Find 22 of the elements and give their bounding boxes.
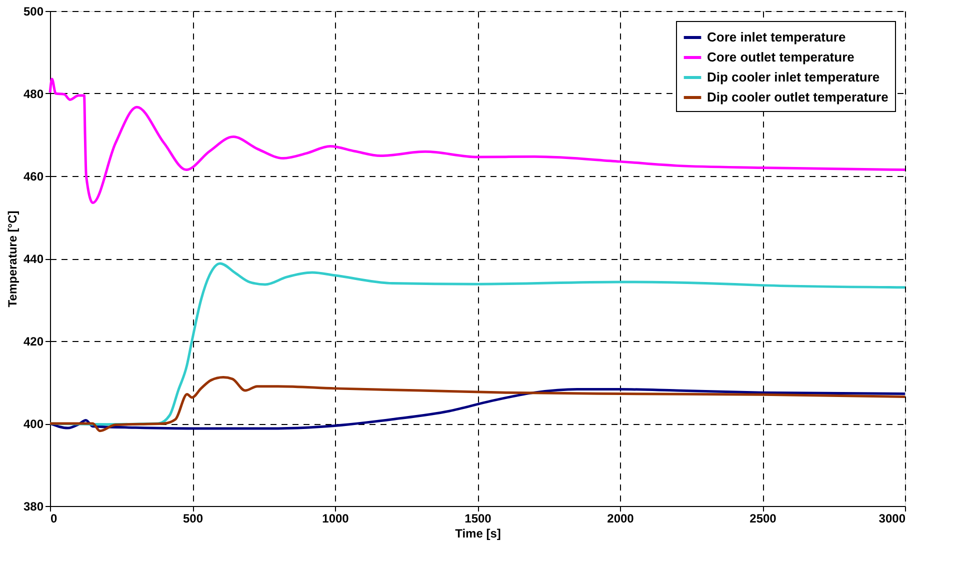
- legend-label: Core inlet temperature: [707, 30, 846, 44]
- line-series: [48, 388, 906, 430]
- y-tick-label: 400: [23, 417, 44, 431]
- y-tick-label: 420: [23, 334, 44, 348]
- x-tick-label: 0: [50, 512, 58, 526]
- legend-label: Dip cooler outlet temperature: [707, 90, 888, 104]
- x-tick-label: 2000: [607, 512, 634, 526]
- y-tick-label: 460: [23, 170, 44, 184]
- y-tick-label: 440: [23, 252, 44, 266]
- y-tick-label: 380: [23, 500, 44, 514]
- legend-label: Dip cooler inlet temperature: [707, 70, 880, 84]
- x-tick-label: 2500: [750, 512, 777, 526]
- y-tick-label: 480: [23, 87, 44, 101]
- x-axis-title: Time [s]: [455, 526, 501, 540]
- x-tick-label: 1500: [464, 512, 492, 526]
- line-series: [48, 376, 906, 432]
- x-tick-label: 3000: [878, 512, 906, 526]
- x-tick-label: 1000: [322, 512, 350, 526]
- x-tick-label: 500: [182, 512, 204, 526]
- y-axis-title: Temperature [°C]: [5, 210, 20, 308]
- y-tick-label: 500: [23, 4, 44, 18]
- legend-label: Core outlet temperature: [707, 50, 854, 64]
